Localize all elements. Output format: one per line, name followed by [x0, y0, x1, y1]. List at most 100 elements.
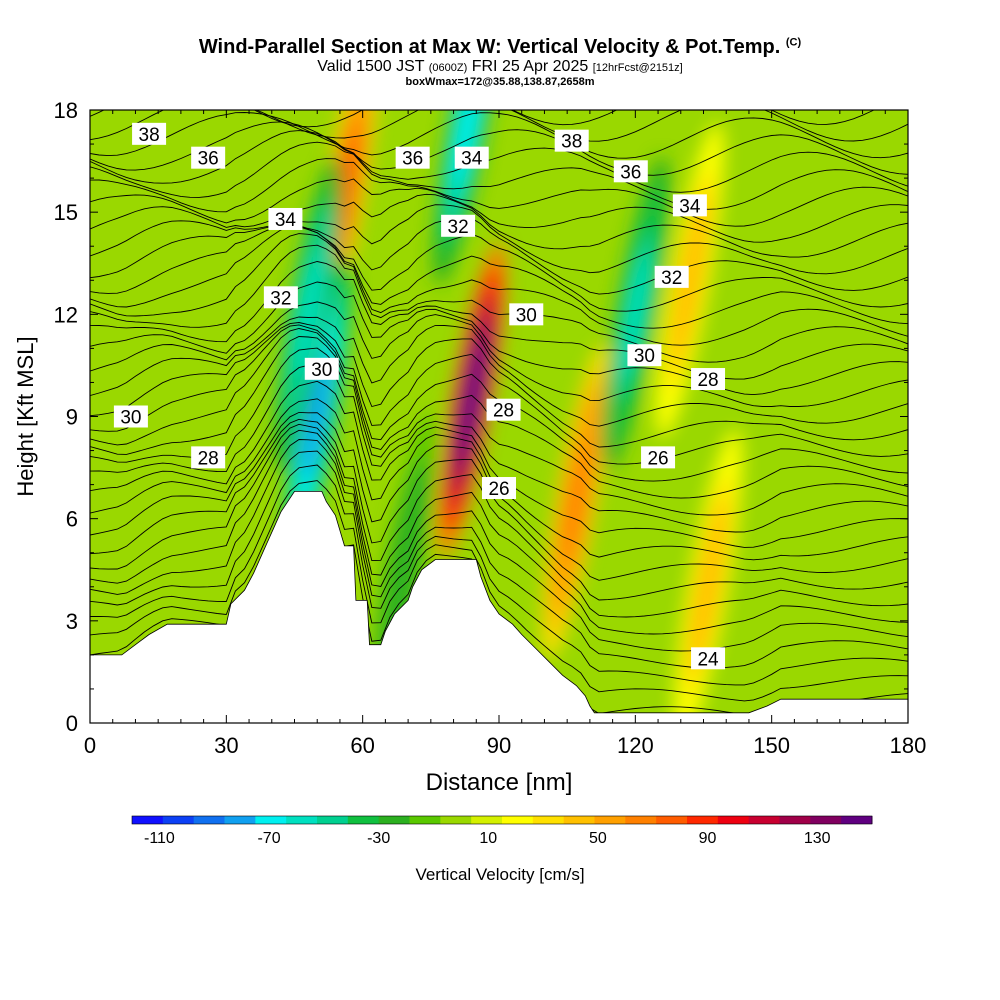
velocity-core-updraft — [562, 438, 591, 565]
colorbar-swatch — [625, 816, 657, 824]
isentrope-line — [90, 226, 908, 329]
x-tick-label: 90 — [487, 733, 511, 758]
isentrope-line — [90, 362, 908, 533]
theta-label: 26 — [641, 446, 676, 469]
theta-label-text: 34 — [679, 196, 701, 217]
colorbar-tick-label: -70 — [257, 830, 280, 847]
colorbar-swatch — [224, 816, 256, 824]
isentrope-line — [90, 178, 908, 243]
colorbar-swatch — [594, 816, 626, 824]
y-tick-label: 15 — [54, 200, 78, 225]
y-tick-label: 3 — [66, 609, 78, 634]
theta-label-bg — [113, 405, 148, 428]
x-tick-label: 120 — [617, 733, 654, 758]
theta-label-text: 34 — [275, 210, 297, 231]
theta-label: 34 — [454, 146, 489, 170]
theta-label-text: 30 — [634, 346, 655, 367]
theta-label-text: 32 — [448, 217, 469, 238]
colorbar-frame — [131, 815, 873, 825]
colorbar-tick-label: 10 — [479, 830, 497, 847]
colorbar-tick-label: -110 — [144, 830, 175, 847]
velocity-core-updraft — [693, 523, 723, 650]
theta-label: 24 — [691, 647, 726, 670]
theta-label-bg — [191, 446, 226, 469]
isentrope-line — [90, 418, 908, 601]
theta-label-text: 36 — [402, 149, 423, 170]
isentrope-line — [90, 480, 908, 702]
colorbar-swatch — [532, 816, 565, 824]
colorbar-swatch — [656, 816, 688, 824]
colorbar-swatch — [748, 816, 780, 824]
theta-label-text: 30 — [516, 305, 537, 326]
velocity-core-updraft — [457, 336, 486, 463]
isentrope-line — [90, 223, 908, 312]
isentrope-line — [90, 121, 908, 176]
y-tick-label: 6 — [66, 507, 78, 532]
colorbar-swatch — [255, 816, 287, 824]
theta-label-bg — [454, 146, 489, 169]
isentrope-line — [90, 450, 908, 669]
theta-label: 36 — [613, 160, 648, 183]
colorbar: -110 -70 -30 10 50 90 130 Vertical Velocity [cm… — [131, 815, 873, 884]
colorbar-swatch — [502, 816, 534, 824]
colorbar-swatch — [409, 816, 441, 824]
isentrope-line — [90, 141, 908, 210]
theta-label-bg — [132, 122, 167, 145]
colorbar-swatch — [779, 816, 811, 824]
theta-label-bg — [613, 160, 648, 183]
theta-label-text: 38 — [561, 132, 582, 153]
theta-label: 28 — [191, 446, 226, 469]
theta-label-text: 28 — [697, 370, 718, 391]
isentrope-line — [90, 204, 908, 275]
theta-label: 32 — [263, 286, 298, 309]
y-tick-label: 12 — [54, 302, 78, 327]
theta-label: 30 — [304, 357, 339, 381]
colorbar-swatch — [378, 816, 410, 824]
isentrope-line — [90, 130, 908, 193]
isentrope-line — [90, 301, 908, 407]
velocity-core-updraft — [675, 217, 704, 344]
colorbar-label: Vertical Velocity [cm/s] — [415, 865, 584, 884]
theta-label: 34 — [672, 194, 707, 217]
isentrope-line — [90, 193, 908, 258]
x-tick-label: 180 — [890, 733, 927, 758]
theta-label-text: 28 — [198, 448, 219, 469]
theta-label: 30 — [113, 405, 148, 429]
colorbar-tick-label: 130 — [804, 830, 831, 847]
theta-label-text: 28 — [493, 401, 514, 422]
theta-label-bg — [395, 146, 430, 169]
theta-label: 32 — [654, 265, 689, 289]
isentrope-line — [90, 464, 908, 686]
colorbar-swatch — [810, 816, 842, 824]
colorbar-swatch — [841, 816, 873, 824]
theta-label-text: 36 — [198, 149, 219, 170]
chart-boxinfo: boxWmax=172@35.88,138.87,2658m — [405, 76, 595, 88]
isentrope-line — [90, 322, 908, 448]
x-tick-label: 30 — [214, 733, 238, 758]
colorbar-swatch — [471, 816, 503, 824]
x-axis-label: Distance [nm] — [426, 769, 573, 796]
theta-label-bg — [627, 344, 662, 367]
theta-label-bg — [509, 303, 544, 326]
theta-label: 32 — [441, 214, 476, 238]
colorbar-swatch — [563, 816, 595, 824]
colorbar-swatch — [440, 816, 472, 824]
theta-label-bg — [554, 129, 589, 152]
theta-label-bg — [691, 368, 726, 391]
colorbar-tick-label: 50 — [589, 830, 607, 847]
isentrope-line — [90, 347, 908, 516]
theta-label-text: 36 — [620, 162, 641, 183]
theta-label-bg — [263, 286, 298, 309]
y-tick-label: 9 — [66, 405, 78, 430]
theta-label-bg — [641, 446, 676, 469]
isentrope-line — [90, 423, 908, 618]
theta-label: 28 — [486, 398, 521, 422]
theta-label: 30 — [627, 344, 662, 367]
theta-label-bg — [191, 146, 226, 169]
isentrope-line — [90, 439, 908, 652]
x-tick-label: 60 — [350, 733, 374, 758]
isentrope-line — [90, 336, 908, 499]
y-axis-label: Height [Kft MSL] — [13, 336, 38, 496]
